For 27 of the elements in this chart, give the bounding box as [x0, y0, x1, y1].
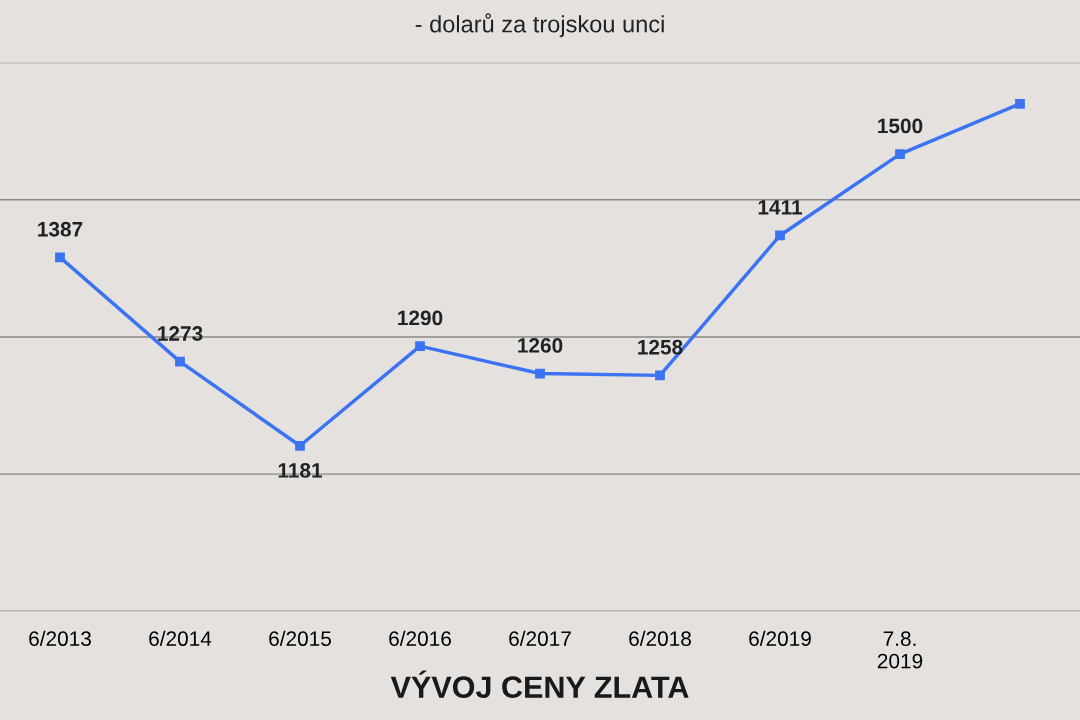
chart-subtitle: - dolarů za trojskou unci	[415, 13, 664, 38]
point	[895, 149, 905, 159]
data-label: 1258	[638, 339, 683, 355]
data-label: 1387	[38, 221, 83, 237]
x-tick-label: 6/2015	[269, 630, 331, 647]
x-tick-label: 6/2014	[149, 630, 212, 647]
data-label: 1290	[398, 310, 443, 326]
x-tick-label: 6/2013	[29, 630, 91, 647]
x-tick-label: 6/2018	[629, 630, 691, 647]
point	[295, 440, 305, 451]
text: VÝVOJ CENY ZLATA	[390, 670, 689, 698]
data-label: 1411	[758, 200, 803, 215]
x-tick-label: 7.8. 2019	[877, 631, 923, 669]
data-label: 1500	[878, 118, 923, 134]
x-tick-label: 6/2019	[749, 630, 811, 647]
data-label: 1273	[158, 326, 203, 341]
x-tick-label: 6/2016	[389, 630, 451, 647]
x-tick-label: 6/2017	[509, 630, 571, 647]
point	[55, 252, 65, 263]
point	[535, 368, 545, 379]
data-label: 1260	[518, 338, 563, 353]
point	[655, 370, 665, 381]
point	[1015, 98, 1025, 109]
point	[175, 356, 185, 367]
point	[775, 230, 785, 241]
point	[415, 341, 425, 351]
data-label: 1181	[278, 462, 323, 478]
